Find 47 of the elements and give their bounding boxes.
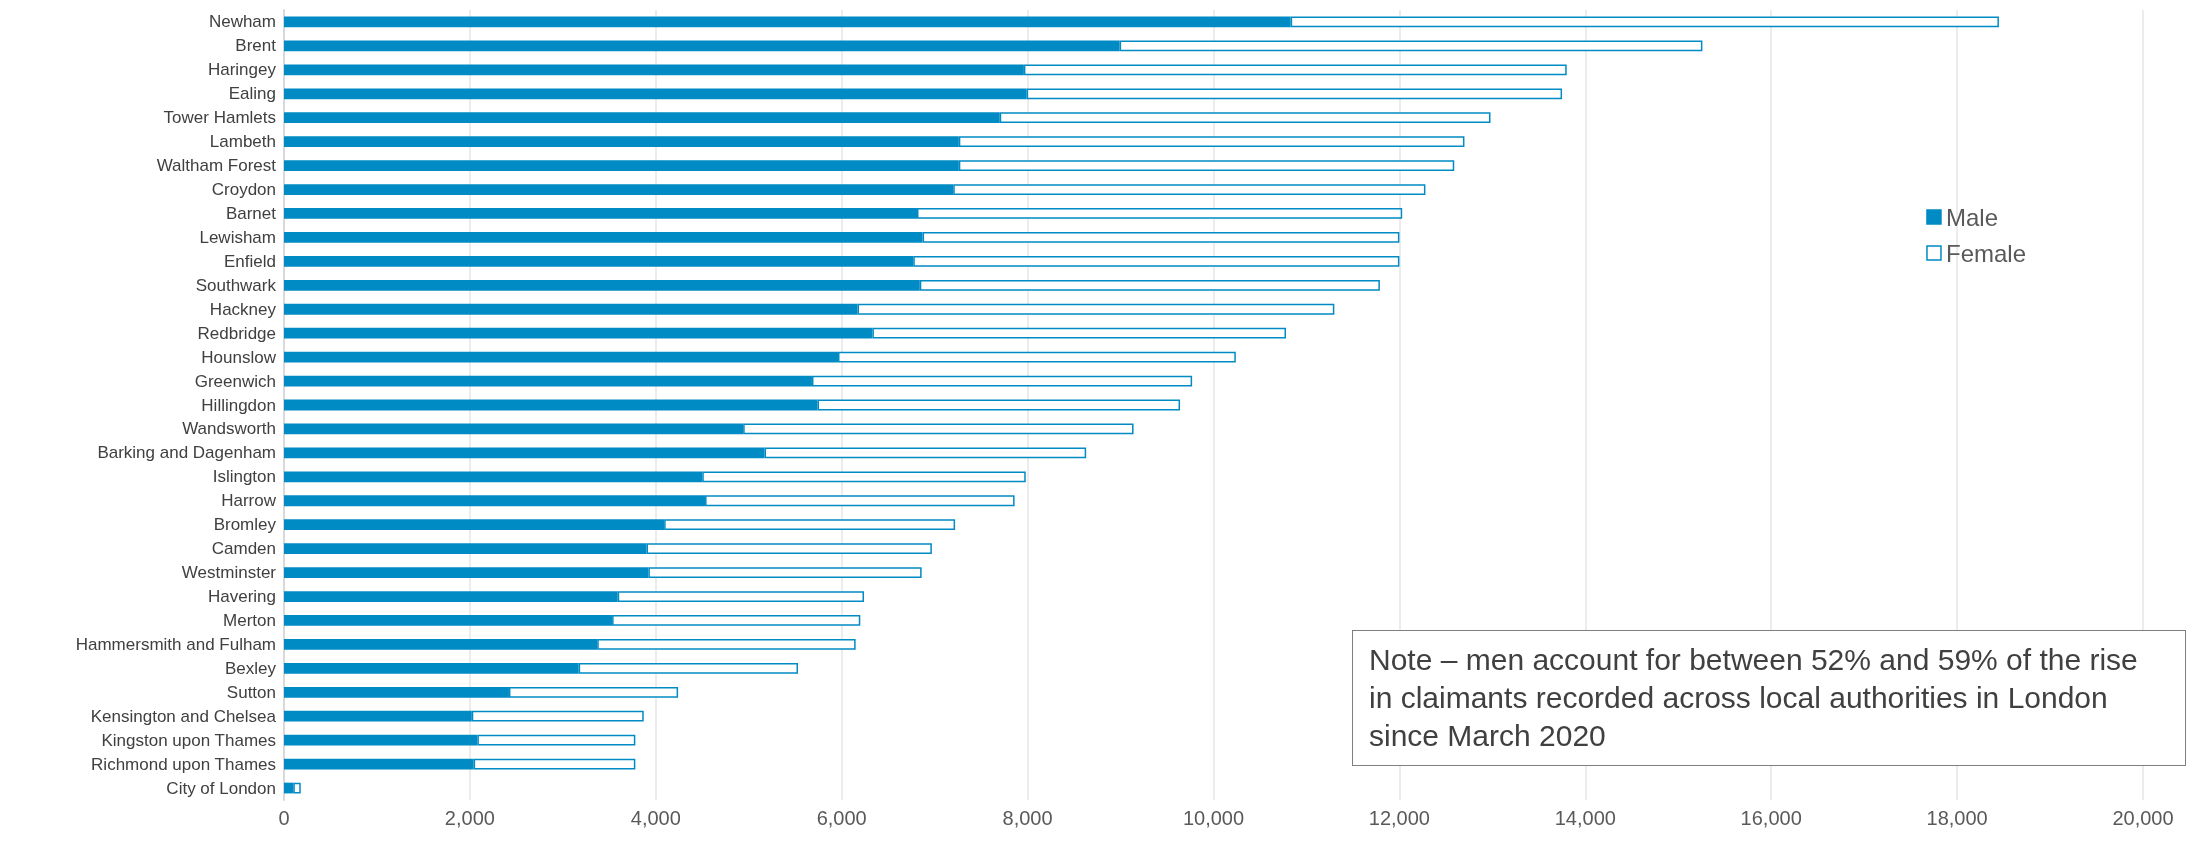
y-tick-label: Barking and Dagenham xyxy=(97,443,276,463)
y-tick-label: City of London xyxy=(166,778,276,798)
x-tick-label: 6,000 xyxy=(816,807,867,829)
y-tick-label: Hammersmith and Fulham xyxy=(75,634,276,654)
y-tick-label: Kingston upon Thames xyxy=(101,730,276,750)
legend-label: Female xyxy=(1945,239,2026,267)
y-tick-label: Ealing xyxy=(228,84,276,104)
x-tick-label: 12,000 xyxy=(1368,807,1430,829)
x-tick-label: 0 xyxy=(278,807,290,829)
y-tick-label: Redbridge xyxy=(197,323,276,343)
y-tick-label: Croydon xyxy=(211,180,276,200)
y-tick-label: Bexley xyxy=(224,658,277,678)
y-tick-label: Bromley xyxy=(213,515,277,535)
y-tick-label: Brent xyxy=(235,36,277,56)
y-tick-label: Havering xyxy=(207,587,276,607)
y-tick-label: Hackney xyxy=(209,299,277,319)
y-tick-label: Newham xyxy=(208,12,276,32)
y-tick-label: Lambeth xyxy=(209,132,276,152)
y-tick-label: Tower Hamlets xyxy=(163,108,276,128)
y-tick-label: Haringey xyxy=(207,60,277,80)
y-tick-label: Greenwich xyxy=(194,371,276,391)
x-tick-label: 2,000 xyxy=(444,807,495,829)
x-tick-label: 8,000 xyxy=(1002,807,1053,829)
y-tick-label: Barnet xyxy=(225,203,277,223)
y-tick-label: Camden xyxy=(211,539,276,559)
y-tick-label: Islington xyxy=(212,467,276,487)
annotation: Note – men account for between 52% and 59% of the rise in claimants recorded across local authorities in London since March 2020 xyxy=(1352,630,2186,766)
y-tick-label: Merton xyxy=(223,610,276,630)
x-tick-label: 18,000 xyxy=(1926,807,1988,829)
y-tick-label: Sutton xyxy=(226,682,276,702)
y-tick-label: Harrow xyxy=(221,491,277,511)
y-tick-label: Kensington and Chelsea xyxy=(90,706,277,726)
y-tick-label: Lewisham xyxy=(199,227,276,247)
y-tick-label: Southwark xyxy=(195,275,277,295)
y-tick-label: Enfield xyxy=(224,251,276,271)
y-tick-label: Westminster xyxy=(181,563,277,583)
y-tick-label: Hillingdon xyxy=(201,395,276,415)
x-tick-label: 16,000 xyxy=(1740,807,1802,829)
x-tick-label: 20,000 xyxy=(2112,807,2174,829)
y-tick-label: Waltham Forest xyxy=(156,156,277,176)
x-tick-label: 10,000 xyxy=(1182,807,1245,829)
y-tick-label: Richmond upon Thames xyxy=(91,754,276,774)
x-tick-label: 14,000 xyxy=(1554,807,1616,829)
legend-label: Male xyxy=(1945,203,1998,231)
y-tick-label: Hounslow xyxy=(201,347,277,367)
x-tick-label: 4,000 xyxy=(630,807,681,829)
y-tick-label: Wandsworth xyxy=(182,419,276,439)
